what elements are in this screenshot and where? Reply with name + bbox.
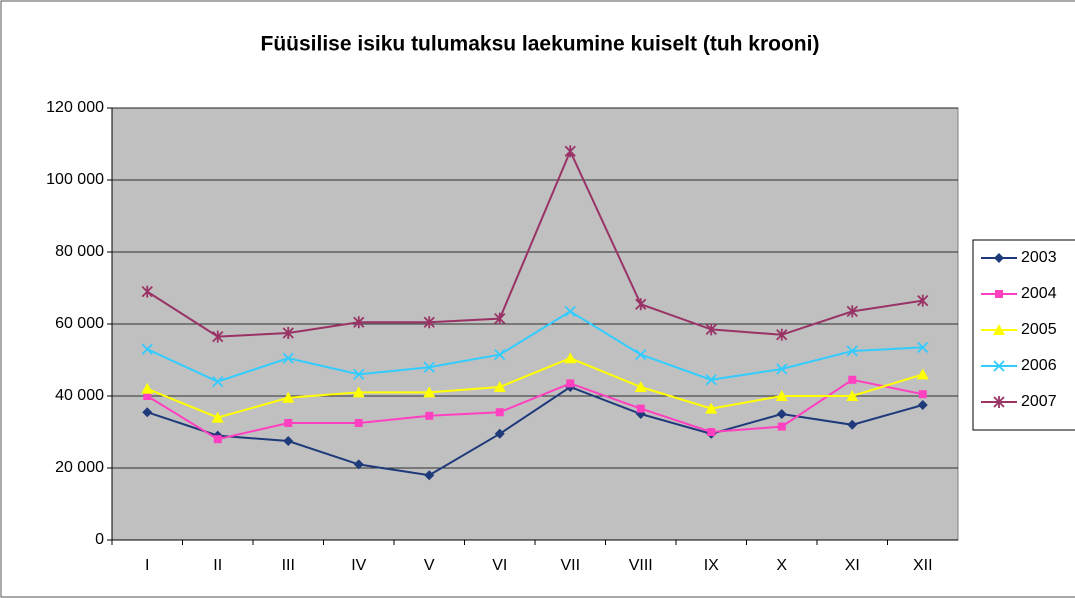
- marker: [494, 312, 506, 325]
- y-tick-label: 100 000: [46, 171, 104, 188]
- legend-label: 2004: [1021, 285, 1057, 302]
- series-line: [146, 310, 923, 383]
- marker: [495, 408, 504, 417]
- marker: [705, 402, 718, 414]
- legend-label: 2003: [1021, 249, 1057, 266]
- marker: [847, 419, 858, 430]
- y-tick-label: 40 000: [55, 387, 104, 404]
- series-line: [146, 148, 923, 338]
- marker: [636, 404, 645, 413]
- marker: [705, 374, 717, 386]
- marker: [353, 316, 365, 329]
- marker: [994, 253, 1004, 263]
- marker: [993, 324, 1005, 335]
- marker: [705, 323, 717, 336]
- y-tick-label: 80 000: [55, 243, 104, 260]
- series-line: [146, 357, 924, 419]
- marker: [282, 352, 294, 364]
- x-tick-label: VIII: [629, 557, 653, 574]
- marker: [634, 381, 647, 392]
- marker: [143, 392, 152, 400]
- marker: [566, 379, 575, 388]
- y-tick-label: 60 000: [55, 315, 104, 332]
- x-tick-label: IV: [351, 557, 366, 574]
- marker: [352, 386, 365, 398]
- x-tick-label: XI: [845, 557, 860, 574]
- marker: [354, 419, 363, 427]
- y-tick-label: 20 000: [55, 459, 104, 476]
- marker: [494, 428, 505, 439]
- marker: [848, 375, 857, 384]
- marker: [917, 294, 929, 307]
- marker: [493, 381, 506, 392]
- x-tick-label: V: [424, 557, 435, 574]
- legend-label: 2005: [1021, 321, 1057, 338]
- marker: [846, 305, 858, 318]
- legend-label: 2006: [1021, 357, 1057, 374]
- marker: [282, 327, 294, 339]
- marker: [213, 435, 222, 444]
- marker: [423, 361, 435, 373]
- marker: [353, 459, 364, 470]
- marker: [283, 436, 294, 446]
- chart-title: Füüsilise isiku tulumaksu laekumine kuis…: [261, 33, 820, 56]
- marker: [284, 419, 293, 427]
- marker: [775, 390, 788, 401]
- marker: [917, 400, 928, 410]
- marker: [776, 409, 787, 419]
- x-tick-label: VI: [492, 557, 507, 574]
- marker: [425, 411, 434, 420]
- marker: [141, 285, 153, 298]
- marker: [423, 386, 436, 398]
- marker: [564, 305, 576, 318]
- marker: [212, 330, 224, 343]
- marker: [141, 382, 154, 394]
- x-tick-label: XII: [913, 557, 933, 574]
- x-tick-label: III: [282, 557, 295, 574]
- x-tick-label: II: [213, 557, 222, 574]
- y-tick-label: 0: [95, 531, 104, 548]
- legend-box: [972, 239, 1075, 431]
- x-tick-label: I: [145, 557, 149, 574]
- marker: [494, 348, 506, 361]
- series-line: [146, 378, 923, 441]
- marker: [564, 352, 577, 364]
- legend-label: 2007: [1021, 393, 1057, 410]
- marker: [846, 345, 858, 357]
- x-tick-label: IX: [704, 557, 719, 574]
- marker: [916, 368, 929, 380]
- marker: [846, 390, 859, 401]
- marker: [142, 407, 153, 418]
- marker: [141, 343, 153, 355]
- x-tick-label: VII: [560, 557, 580, 574]
- marker: [918, 390, 927, 399]
- marker: [776, 363, 788, 375]
- marker: [282, 391, 295, 403]
- marker: [707, 428, 716, 436]
- marker: [635, 298, 647, 311]
- marker: [917, 341, 929, 354]
- marker: [353, 368, 365, 381]
- marker: [993, 360, 1005, 372]
- marker: [993, 396, 1005, 408]
- marker: [995, 290, 1003, 298]
- series-line: [146, 385, 924, 477]
- marker: [424, 470, 435, 481]
- marker: [212, 375, 224, 388]
- x-tick-label: X: [776, 557, 787, 574]
- marker: [635, 348, 647, 361]
- y-tick-label: 120 000: [46, 99, 104, 116]
- marker: [211, 411, 224, 423]
- marker: [777, 422, 786, 431]
- marker: [423, 316, 435, 329]
- marker: [564, 145, 576, 158]
- marker: [776, 328, 788, 341]
